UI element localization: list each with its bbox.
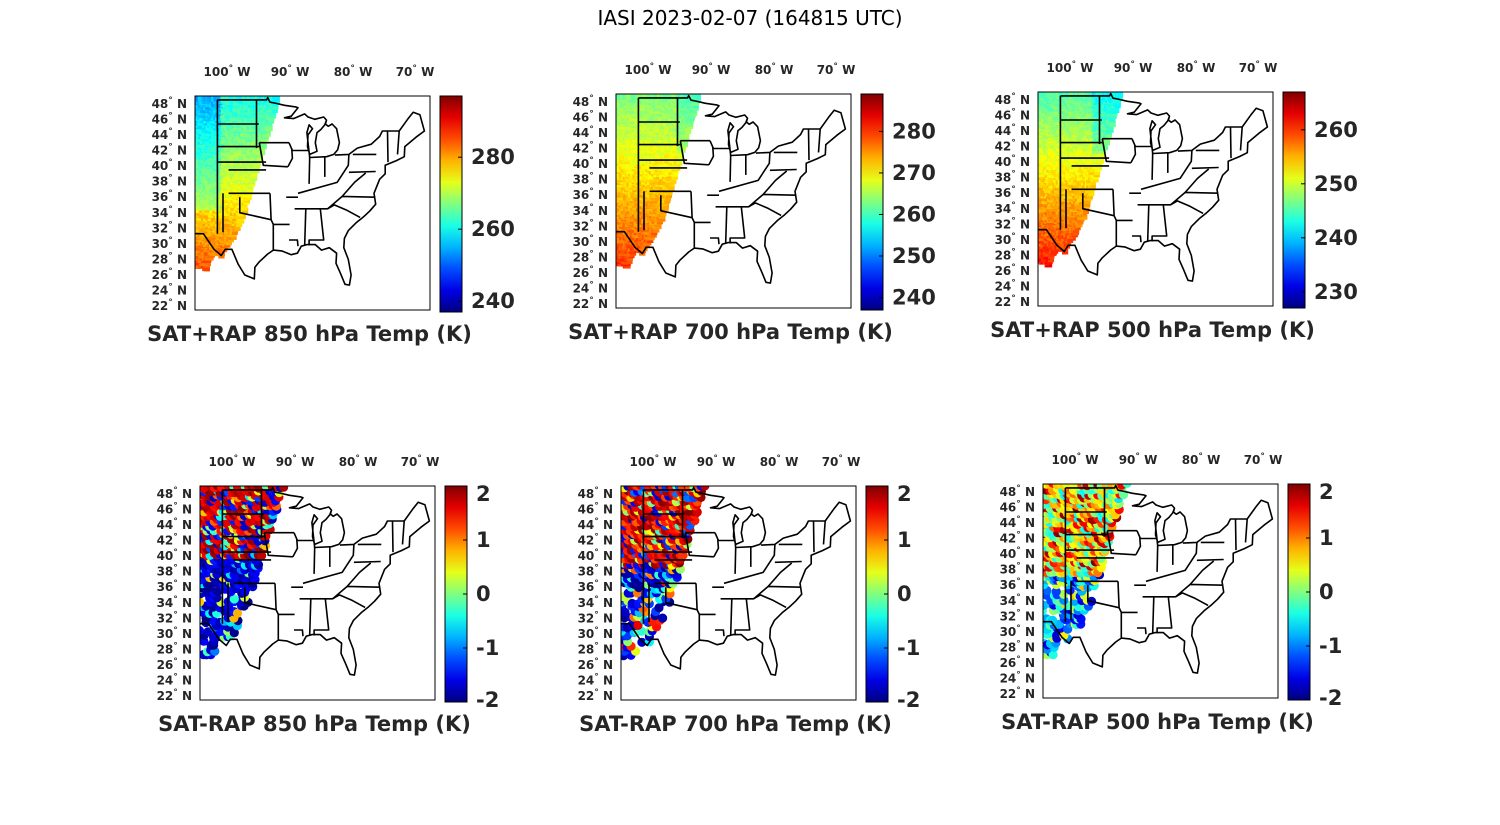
retrieval-cell (1052, 247, 1059, 254)
lat-tick-label: 34° N (573, 203, 608, 218)
lat-tick-label: 38° N (152, 174, 187, 189)
lat-tick-label: 30° N (152, 236, 187, 251)
lat-tick-label: 42° N (152, 143, 187, 158)
lat-tick-label: 22° N (152, 298, 187, 313)
retrieval-cell (241, 204, 248, 211)
lat-tick-label: 48° N (152, 96, 187, 111)
lon-tick-label: 90° W (692, 62, 731, 77)
lat-tick-label: 24° N (152, 283, 187, 298)
lat-tick-label: 28° N (573, 249, 608, 264)
lon-tick-label: 70° W (817, 62, 856, 77)
state-boundaries (616, 94, 847, 284)
lat-tick-label: 38° N (573, 172, 608, 187)
lon-tick-label: 90° W (271, 64, 310, 79)
retrieval-cell (1086, 192, 1094, 200)
retrieval-cell (204, 259, 211, 267)
lat-tick-label: 44° N (573, 125, 608, 140)
lon-tick-label: 100° W (625, 62, 672, 77)
panel-sum500: 100° W 90° W 80° W 70° W48° N46° N44° N42° … (990, 60, 1358, 342)
retrieval-cell (1095, 163, 1103, 170)
lat-tick-label: 40° N (152, 158, 187, 173)
colorbar-tick-label: 280 (892, 119, 936, 143)
lat-tick-label: 46° N (152, 112, 187, 127)
lat-tick-label: 24° N (573, 281, 608, 296)
lon-tick-label: 100° W (204, 64, 251, 79)
lat-tick-label: 46° N (573, 110, 608, 125)
lat-tick-label: 30° N (573, 234, 608, 249)
lon-tick-label: 70° W (396, 64, 435, 79)
lat-tick-label: 48° N (573, 94, 608, 109)
retrieval-cell (1084, 197, 1091, 204)
colorbar-tick-label: 280 (471, 145, 515, 169)
data-field (1038, 92, 1124, 268)
panel-title: SAT+RAP 700 hPa Temp (K) (568, 320, 893, 344)
data-field (195, 96, 280, 272)
colorbar (860, 93, 884, 311)
lat-tick-label: 28° N (152, 251, 187, 266)
colorbar-tick-label: 260 (471, 217, 515, 241)
retrieval-cell (270, 112, 277, 119)
retrieval-cell (1073, 227, 1080, 234)
panel-sum700: 100° W 90° W 80° W 70° W 48° N46° N44° N42° … (568, 62, 936, 344)
colorbar-tick-label: 270 (892, 161, 936, 185)
retrieval-cell (267, 117, 275, 124)
map-frame (194, 95, 431, 311)
retrieval-cell (687, 120, 694, 127)
retrieval-cell (266, 125, 273, 132)
colorbar-tick-label: 240 (892, 286, 936, 310)
retrieval-cell (1046, 261, 1053, 268)
panel-sum850: 100° W 90° W 80° W 70° W 48° N46° N44° N42° … (147, 64, 515, 346)
lat-tick-label: 40° N (573, 156, 608, 171)
retrieval-cell (694, 94, 701, 101)
retrieval-cell (626, 257, 633, 265)
lon-tick-label: 80° W (755, 62, 794, 77)
colorbar-tick-label: 250 (892, 244, 936, 268)
colorbar (439, 95, 463, 313)
retrieval-cell (1081, 213, 1088, 220)
retrieval-cell (1047, 256, 1055, 263)
lat-tick-label: 36° N (573, 187, 608, 202)
retrieval-cell (259, 149, 266, 156)
retrieval-cell (218, 249, 225, 256)
lat-tick-label: 34° N (152, 205, 187, 220)
retrieval-cell (273, 96, 280, 103)
lat-tick-label: 42° N (573, 141, 608, 156)
lat-tick-label: 44° N (152, 127, 187, 142)
lat-tick-label: 36° N (152, 189, 187, 204)
lon-tick-label: 80° W (334, 64, 373, 79)
retrieval-cell (209, 249, 216, 256)
colorbar-tick-label: 260 (892, 203, 936, 227)
lat-tick-label: 22° N (573, 296, 608, 311)
lat-tick-label: 26° N (152, 267, 187, 282)
retrieval-cell (242, 207, 249, 214)
state-boundaries (195, 96, 426, 286)
retrieval-cell (677, 152, 684, 159)
lat-tick-label: 26° N (573, 265, 608, 280)
panel-title: SAT+RAP 850 hPa Temp (K) (147, 322, 472, 346)
map-frame (615, 93, 852, 309)
colorbar-tick-label: 240 (471, 289, 515, 313)
retrieval-cell (251, 170, 258, 177)
retrieval-cell (667, 184, 674, 191)
lat-tick-label: 32° N (152, 220, 187, 235)
figure-title: IASI 2023-02-07 (164815 UTC) (597, 6, 903, 30)
lat-tick-label: 32° N (573, 218, 608, 233)
data-field (616, 94, 701, 269)
